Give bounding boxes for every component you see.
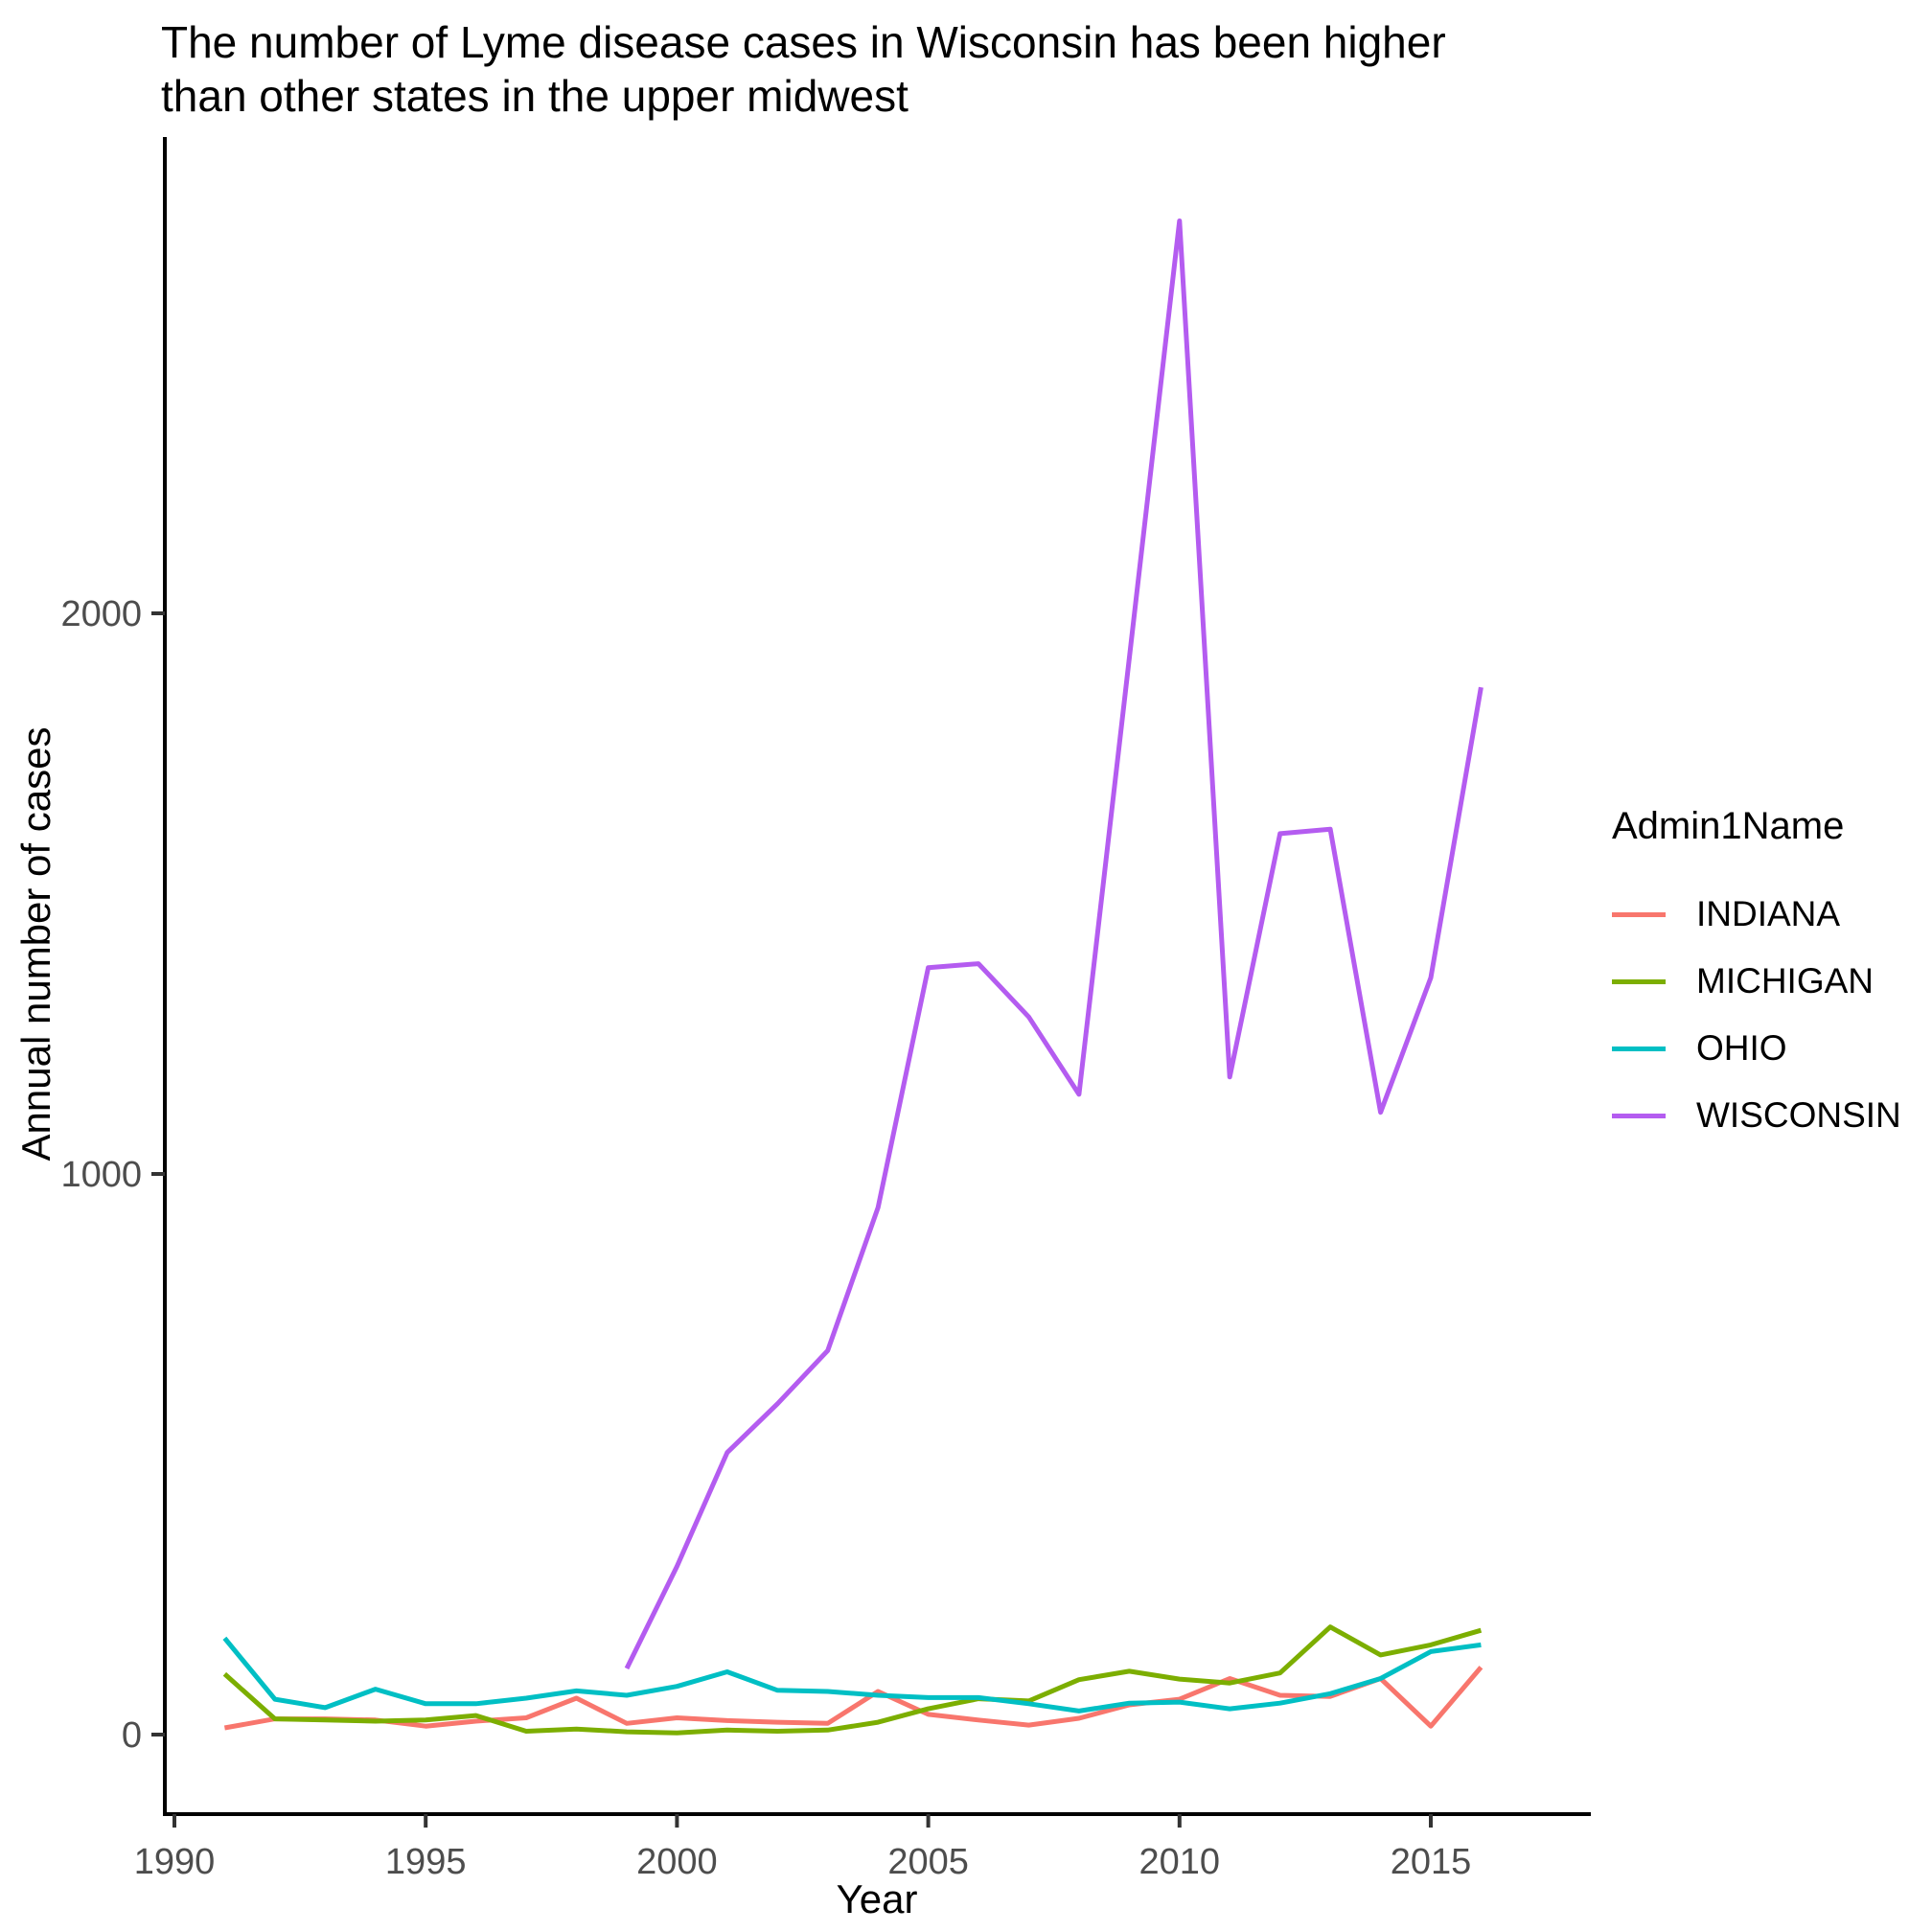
- svg-text:1990: 1990: [134, 1842, 216, 1882]
- legend-label: WISCONSIN: [1696, 1095, 1901, 1135]
- legend-item-indiana: INDIANA: [1612, 881, 1901, 948]
- michigan-line-swatch-icon: [1612, 978, 1666, 984]
- y-axis-title: Annual number of cases: [13, 726, 58, 1162]
- x-axis-title: Year: [836, 1876, 918, 1921]
- svg-text:2005: 2005: [887, 1842, 969, 1882]
- svg-text:1000: 1000: [60, 1155, 142, 1195]
- legend: Admin1Name INDIANA MICHIGAN OHIO WISCONS…: [1612, 805, 1901, 1149]
- wisconsin-line-swatch-icon: [1612, 1113, 1666, 1118]
- chart-title: The number of Lyme disease cases in Wisc…: [161, 17, 1446, 121]
- svg-text:2000: 2000: [60, 594, 142, 634]
- legend-item-ohio: OHIO: [1612, 1015, 1901, 1082]
- legend-label: INDIANA: [1696, 894, 1841, 933]
- legend-item-michigan: MICHIGAN: [1612, 948, 1901, 1015]
- ohio-line-swatch-icon: [1612, 1046, 1666, 1051]
- svg-text:2000: 2000: [636, 1842, 718, 1882]
- legend-title: Admin1Name: [1612, 805, 1845, 847]
- svg-text:2015: 2015: [1391, 1842, 1472, 1882]
- svg-text:0: 0: [122, 1715, 142, 1756]
- indiana-line-swatch-icon: [1612, 911, 1666, 917]
- svg-text:1995: 1995: [385, 1842, 467, 1882]
- legend-item-wisconsin: WISCONSIN: [1612, 1082, 1901, 1149]
- legend-label: OHIO: [1696, 1028, 1787, 1068]
- svg-text:2010: 2010: [1139, 1842, 1221, 1882]
- legend-label: MICHIGAN: [1696, 961, 1874, 1000]
